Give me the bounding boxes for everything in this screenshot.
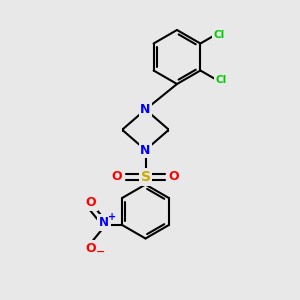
Text: N: N — [140, 103, 151, 116]
Text: S: S — [140, 170, 151, 184]
Text: O: O — [85, 242, 96, 255]
Text: −: − — [96, 247, 105, 257]
Text: N: N — [140, 143, 151, 157]
Text: +: + — [108, 212, 116, 222]
Text: Cl: Cl — [214, 30, 225, 40]
Text: N: N — [99, 216, 109, 229]
Text: Cl: Cl — [216, 75, 227, 85]
Text: O: O — [112, 170, 122, 184]
Text: O: O — [169, 170, 179, 184]
Text: O: O — [85, 196, 96, 209]
